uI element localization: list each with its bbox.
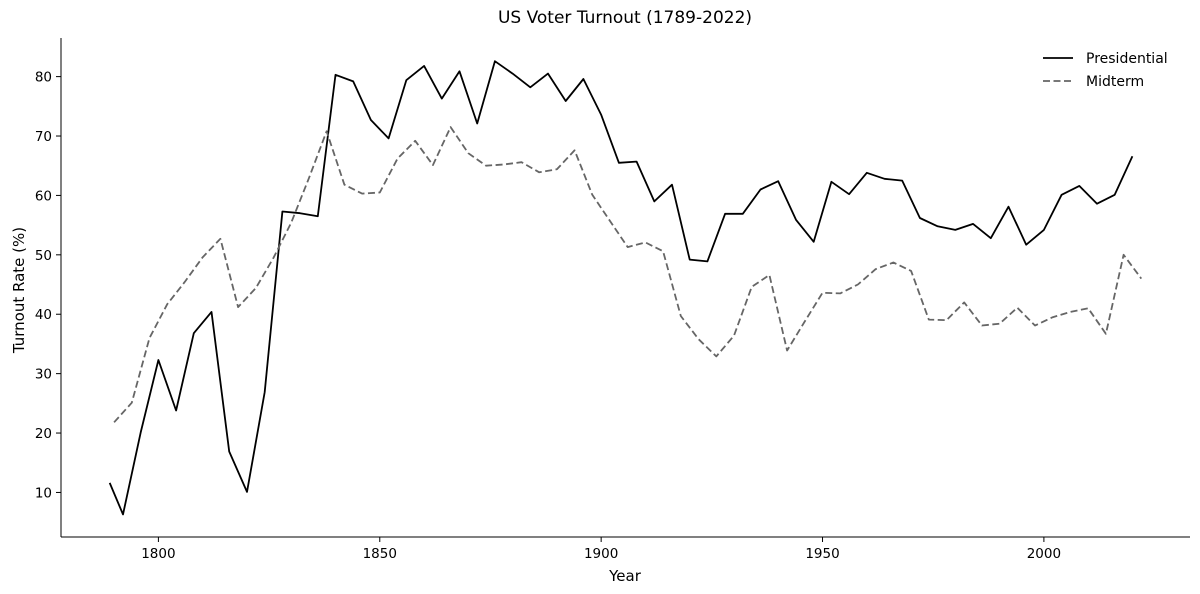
legend-label-midterm: Midterm	[1086, 74, 1144, 90]
x-tick-label: 1800	[141, 546, 175, 562]
legend-label-presidential: Presidential	[1086, 51, 1168, 67]
x-tick-label: 1950	[805, 546, 839, 562]
series-line-presidential	[108, 60, 1134, 516]
y-tick-label: 50	[35, 248, 52, 264]
chart-title: US Voter Turnout (1789-2022)	[498, 8, 752, 28]
x-tick-label: 1850	[363, 546, 397, 562]
y-tick-label: 20	[35, 426, 52, 442]
plot-area	[108, 60, 1143, 516]
y-axis-label: Turnout Rate (%)	[10, 227, 28, 354]
y-tick-label: 60	[35, 188, 52, 204]
x-tick-label: 2000	[1027, 546, 1061, 562]
legend: Presidential Midterm	[1043, 51, 1168, 90]
series-line-midterm	[113, 126, 1143, 423]
x-axis-label: Year	[608, 567, 642, 585]
x-axis-ticks: 1800 1850 1900 1950 2000	[141, 537, 1061, 562]
y-tick-label: 80	[35, 70, 52, 86]
y-tick-label: 10	[35, 485, 52, 501]
y-tick-label: 40	[35, 307, 52, 323]
y-tick-label: 30	[35, 367, 52, 383]
y-tick-label: 70	[35, 129, 52, 145]
y-axis-ticks: 10 20 30 40 50 60 70 80	[35, 70, 61, 501]
x-tick-label: 1900	[584, 546, 618, 562]
